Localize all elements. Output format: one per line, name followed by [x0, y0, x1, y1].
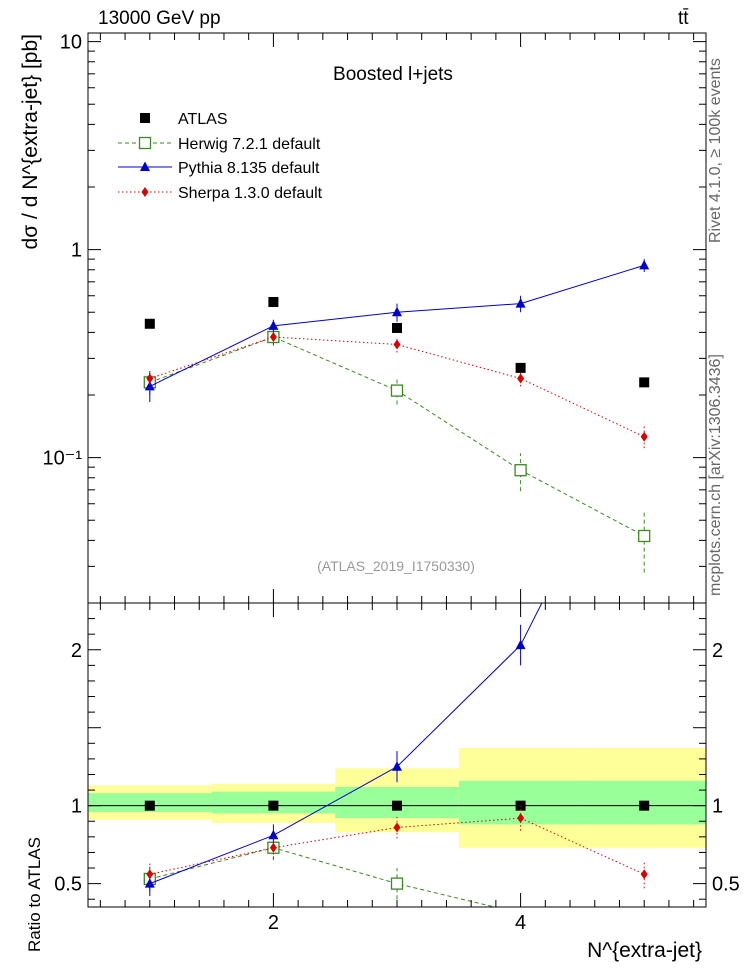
ratio-pythia-point [515, 639, 526, 650]
main-y-axis-label: dσ / d N^{extra-jet} [pb] [19, 34, 42, 249]
ratio-atlas-point [392, 800, 402, 811]
energy-label: 13000 GeV pp [98, 8, 221, 29]
main-herwig-point [390, 384, 404, 397]
ratio-y-axis-label: Ratio to ATLAS [25, 837, 44, 952]
ratio-y-tick-label: 0.5 [54, 874, 82, 896]
main-sherpa-point [393, 339, 401, 350]
main-y-tick-label: 1 [71, 240, 82, 262]
legend-atlas-marker [140, 113, 150, 123]
rivet-version-label: Rivet 4.1.0, ≥ 100k events [707, 58, 724, 243]
main-sherpa-point [640, 431, 648, 442]
process-label: tt̄ [678, 8, 689, 29]
ratio-sherpa-point [393, 822, 401, 833]
legend-herwig-label: Herwig 7.2.1 default [178, 136, 321, 153]
ratio-pythia-point [268, 829, 279, 840]
main-herwig-point [514, 464, 527, 477]
x-axis-label: N^{extra-jet} [587, 939, 702, 962]
ratio-y-tick-label-right: 1 [712, 796, 723, 818]
ratio-sherpa-point [640, 869, 648, 880]
source-label: mcplots.cern.ch [arXiv:1306.3436] [707, 354, 724, 596]
ratio-pythia-point [639, 395, 649, 405]
main-pythia-point [392, 306, 402, 317]
main-pythia-point [515, 298, 526, 308]
ratio-sherpa-point [269, 842, 277, 853]
main-y-tick-label: 10 [60, 32, 82, 54]
ratio-y-tick-label-right: 0.5 [712, 874, 740, 896]
ratio-atlas-point [268, 800, 279, 811]
legend-pythia-label: Pythia 8.135 default [178, 160, 320, 177]
legend-sherpa-label: Sherpa 1.3.0 default [178, 185, 323, 202]
ratio-atlas-point [144, 800, 155, 811]
ratio-pythia-point [392, 761, 402, 771]
main-atlas-point [515, 362, 526, 373]
main-atlas-point [144, 318, 155, 329]
ratio-sherpa-point [146, 869, 154, 880]
ratio-herwig-point [639, 928, 650, 939]
main-pythia-point [639, 259, 650, 270]
ratio-herwig-point [390, 877, 404, 890]
x-tick-label: 2 [268, 912, 279, 934]
main-atlas-point [639, 377, 650, 388]
chart-title: Boosted l+jets [333, 64, 453, 85]
main-atlas-point [392, 322, 402, 333]
main-sherpa-point [146, 373, 154, 384]
main-herwig-point [638, 529, 651, 543]
main-pythia-point [268, 320, 279, 330]
ratio-sherpa-point [517, 813, 525, 824]
analysis-tag: (ATLAS_2019_I1750330) [317, 558, 475, 574]
legend-sherpa-marker [141, 187, 149, 197]
legend-atlas-label: ATLAS [178, 111, 228, 128]
ratio-atlas-point [639, 800, 650, 811]
legend-pythia-marker [140, 161, 150, 171]
main-atlas-point [268, 296, 279, 307]
legend-herwig-marker [138, 136, 152, 150]
main-y-tick-label: 10⁻¹ [43, 448, 83, 470]
ratio-y-tick-label-right: 2 [712, 640, 723, 662]
main-pythia-point [144, 380, 155, 391]
main-sherpa-point [269, 332, 277, 343]
x-tick-label: 4 [515, 912, 526, 934]
ratio-sherpa-line [149, 817, 645, 875]
main-herwig-line [149, 336, 645, 537]
ratio-herwig-line [149, 847, 497, 907]
main-sherpa-point [517, 373, 525, 384]
ratio-pythia-point [144, 878, 155, 888]
ratio-y-tick-label: 2 [71, 640, 82, 662]
ratio-y-tick-label: 1 [71, 796, 82, 818]
